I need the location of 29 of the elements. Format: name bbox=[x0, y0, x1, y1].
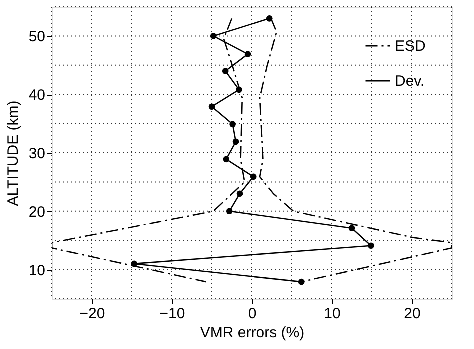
point bbox=[232, 138, 240, 146]
y-tick-label: 20 bbox=[28, 204, 46, 221]
point bbox=[208, 104, 216, 110]
y-tick-label: 10 bbox=[28, 262, 46, 280]
point bbox=[348, 225, 356, 232]
point bbox=[244, 51, 252, 58]
point bbox=[266, 16, 273, 22]
x-tick-label: 20 bbox=[404, 306, 421, 322]
x-tick-label: −20 bbox=[80, 306, 106, 322]
point bbox=[250, 174, 257, 180]
legend-label: Dev. bbox=[395, 73, 425, 90]
point bbox=[236, 86, 242, 94]
y-tick-label: 50 bbox=[28, 28, 46, 46]
point bbox=[236, 190, 244, 198]
point bbox=[223, 156, 230, 163]
x-tick-label: −10 bbox=[160, 306, 186, 322]
x-tick-label: 0 bbox=[248, 306, 257, 322]
point bbox=[222, 68, 229, 74]
point bbox=[131, 260, 138, 268]
point bbox=[230, 121, 236, 128]
point bbox=[298, 278, 305, 286]
x-axis-title: VMR errors (%) bbox=[200, 324, 305, 342]
legend-label: ESD bbox=[395, 38, 426, 55]
x-tick-label: 10 bbox=[324, 306, 341, 322]
point bbox=[210, 33, 217, 40]
y-tick-label: 40 bbox=[28, 87, 46, 104]
point bbox=[368, 242, 374, 250]
y-axis-title: ALTITUDE (km) bbox=[4, 100, 22, 206]
y-tick-label: 30 bbox=[28, 146, 46, 162]
